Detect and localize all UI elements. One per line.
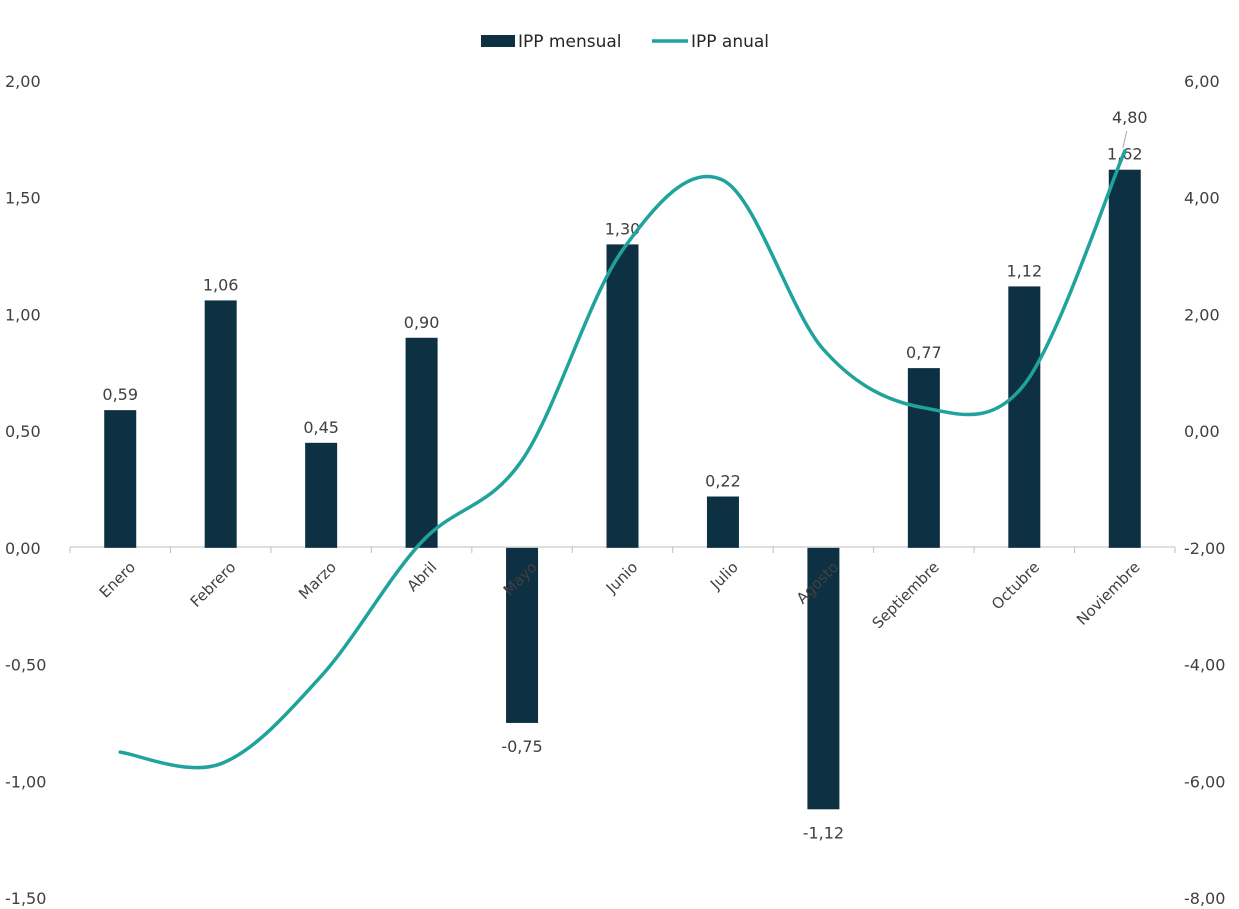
- bar-ipp-mensual: [907, 368, 940, 548]
- bar-ipp-mensual: [807, 547, 840, 810]
- legend-swatch-ipp-mensual: [481, 35, 515, 47]
- category-label: Febrero: [187, 558, 240, 611]
- right-tick-label: -8,00: [1184, 889, 1225, 908]
- bar-data-label: 0,77: [906, 343, 942, 362]
- bar-ipp-mensual: [204, 300, 237, 548]
- line-label-leader: [1122, 130, 1128, 149]
- bar-data-label: 1,12: [1007, 261, 1043, 280]
- left-tick-label: 1,00: [5, 305, 41, 324]
- bar-ipp-mensual: [405, 337, 438, 548]
- bar-data-label: 0,45: [303, 418, 339, 437]
- bar-ipp-mensual: [706, 496, 739, 548]
- right-tick-label: 2,00: [1184, 305, 1220, 324]
- bar-data-label: 0,59: [102, 385, 138, 404]
- category-label: Noviembre: [1073, 558, 1144, 629]
- x-axis-ticks: [69, 547, 1176, 553]
- left-tick-label: 0,00: [5, 539, 41, 558]
- chart-legend: IPP mensual IPP anual: [481, 32, 769, 52]
- bar-ipp-mensual: [305, 442, 338, 548]
- left-tick-label: 0,50: [5, 422, 41, 441]
- legend-label-ipp-anual: IPP anual: [691, 32, 769, 52]
- category-labels: Enero Febrero Marzo Abril Mayo Junio Julio Agos…: [96, 558, 1144, 632]
- left-tick-label: -0,50: [5, 656, 46, 675]
- bar-data-labels: 0,59 1,06 0,45 0,90 -0,75 1,30 0,22 -1,12 0,77 1,…: [102, 145, 1142, 843]
- line-ipp-anual-layer: 4,80: [118, 108, 1148, 770]
- category-label: Enero: [96, 558, 139, 601]
- category-label: Julio: [706, 558, 742, 594]
- legend-label-ipp-mensual: IPP mensual: [518, 32, 622, 52]
- bar-data-label: -1,12: [803, 823, 844, 842]
- right-tick-label: -2,00: [1184, 539, 1225, 558]
- right-tick-label: -6,00: [1184, 772, 1225, 791]
- line-data-label: 4,80: [1112, 108, 1148, 127]
- category-label: Septiembre: [869, 558, 943, 632]
- bar-ipp-mensual: [1108, 169, 1141, 548]
- bar-data-label: 1,30: [605, 219, 641, 238]
- left-tick-label: 1,50: [5, 189, 41, 208]
- right-tick-label: 6,00: [1184, 72, 1220, 91]
- left-tick-label: -1,00: [5, 772, 46, 791]
- category-label: Junio: [602, 558, 641, 597]
- bar-data-label: 0,22: [705, 472, 741, 491]
- bar-data-label: -0,75: [501, 737, 542, 756]
- category-label: Abril: [403, 558, 440, 595]
- bars-ipp-mensual: [104, 169, 1141, 810]
- line-ipp-anual: [118, 149, 1127, 770]
- bar-ipp-mensual: [606, 244, 639, 548]
- category-label: Octubre: [988, 558, 1043, 613]
- bar-data-label: 1,06: [203, 275, 239, 294]
- right-tick-label: -4,00: [1184, 656, 1225, 675]
- bar-data-label: 0,90: [404, 313, 440, 332]
- right-tick-label: 0,00: [1184, 422, 1220, 441]
- left-axis: -1,50 -1,00 -0,50 0,00 0,50 1,00 1,50 2,00: [5, 72, 46, 908]
- bar-ipp-mensual: [1008, 286, 1041, 548]
- bar-ipp-mensual: [506, 547, 539, 723]
- left-tick-label: -1,50: [5, 889, 46, 908]
- bar-ipp-mensual: [104, 410, 137, 548]
- right-tick-label: 4,00: [1184, 189, 1220, 208]
- right-axis: -8,00 -6,00 -4,00 -2,00 0,00 2,00 4,00 6,00: [1184, 72, 1225, 908]
- left-tick-label: 2,00: [5, 72, 41, 91]
- category-label: Marzo: [295, 558, 340, 603]
